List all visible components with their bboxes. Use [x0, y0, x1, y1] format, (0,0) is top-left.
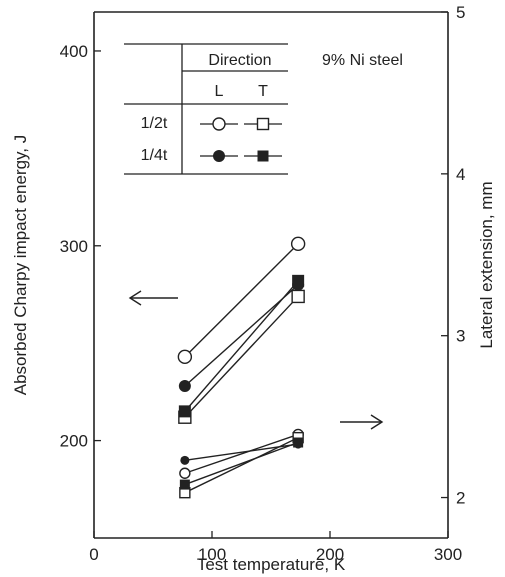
right-y-tick-label: 2 [456, 489, 465, 508]
right-y-tick-label: 4 [456, 165, 465, 184]
legend-row-quarter-t: 1/4t [141, 147, 168, 164]
right-y-axis-title: Lateral extension, mm [477, 181, 496, 348]
arrow-left-axis [128, 290, 178, 306]
x-axis-title: Test temperature, K [197, 555, 346, 574]
left-y-tick-label: 400 [60, 42, 88, 61]
legend-marker-filled-square [257, 150, 269, 162]
data-point-filled-square [178, 405, 191, 418]
left-y-tick-label: 200 [60, 432, 88, 451]
x-tick-label: 200 [316, 545, 344, 564]
ticks: 0 100 200 300 200 300 400 2 3 4 5 [60, 3, 466, 564]
data-point-open-circle [290, 236, 306, 252]
right-y-tick-label: 5 [456, 3, 465, 22]
annotation-steel: 9% Ni steel [322, 52, 403, 69]
right-y-tick-label: 3 [456, 327, 465, 346]
legend-marker-open-circle [212, 117, 226, 131]
data-point-filled-square [292, 274, 305, 287]
data-point-filled-circle [180, 455, 190, 465]
legend-header: Direction [208, 52, 271, 69]
data-point-filled-square [179, 479, 190, 490]
lateral-series-line [184, 437, 299, 494]
data-point-open-circle [177, 349, 193, 365]
energy-series-line [184, 295, 299, 418]
x-tick-label: 300 [434, 545, 462, 564]
left-y-tick-label: 300 [60, 237, 88, 256]
left-y-axis-title: Absorbed Charpy impact energy, J [11, 135, 30, 395]
data-series [177, 236, 306, 499]
legend-column-l: L [215, 83, 224, 100]
energy-series-line [184, 280, 299, 412]
legend-marker-filled-circle [213, 150, 225, 162]
data-point-open-square [291, 289, 305, 304]
legend: Direction L T 1/2t 1/4t [124, 43, 288, 175]
legend-row-half-t: 1/2t [141, 115, 168, 132]
legend-column-t: T [258, 83, 268, 100]
legend-marker-open-square [256, 117, 270, 131]
energy-series-line [184, 243, 299, 358]
lateral-series-line [184, 433, 299, 474]
arrow-right-axis [340, 414, 384, 430]
x-tick-label: 100 [198, 545, 226, 564]
data-point-filled-circle [178, 380, 191, 393]
data-point-open-circle [179, 467, 191, 479]
x-tick-label: 0 [89, 545, 98, 564]
data-point-filled-square [293, 437, 304, 448]
lateral-series-line [184, 441, 299, 486]
